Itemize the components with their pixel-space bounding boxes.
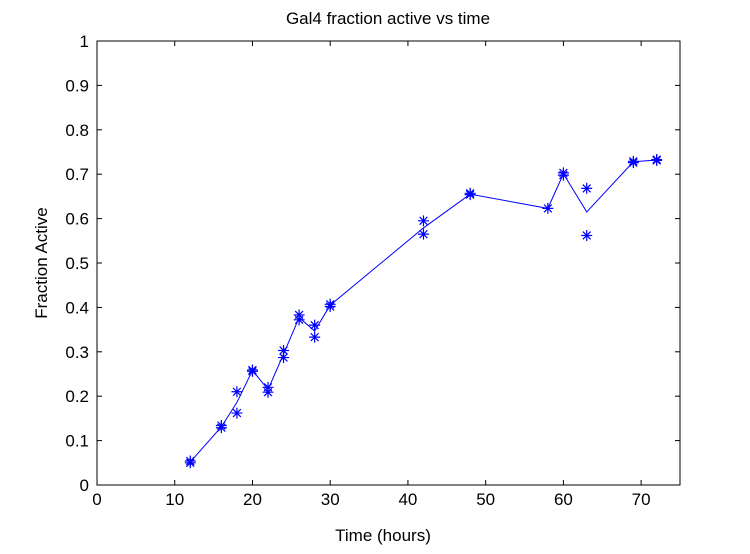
- data-point-marker: [542, 202, 554, 214]
- data-point-marker: [184, 455, 196, 467]
- data-point-marker: [278, 344, 290, 356]
- x-tick-label: 20: [243, 490, 262, 509]
- x-tick-label: 0: [92, 490, 101, 509]
- data-point-marker: [309, 319, 321, 331]
- data-point-marker: [231, 407, 243, 419]
- chart-title: Gal4 fraction active vs time: [286, 9, 490, 28]
- y-tick-label: 0.3: [65, 343, 89, 362]
- y-tick-label: 0.7: [65, 165, 89, 184]
- data-point-marker: [293, 309, 305, 321]
- data-point-marker: [557, 167, 569, 179]
- series-line: [189, 159, 657, 463]
- x-axis-ticks: 0 10 20 30 40 50 60 70: [92, 41, 651, 509]
- y-tick-label: 0.5: [65, 254, 89, 273]
- data-point-marker: [215, 420, 227, 432]
- data-point-marker: [464, 187, 476, 199]
- x-tick-label: 30: [321, 490, 340, 509]
- plot-area: [96, 40, 681, 486]
- data-point-marker: [309, 331, 321, 343]
- x-tick-label: 70: [632, 490, 651, 509]
- data-point-marker: [651, 154, 663, 166]
- data-point-marker: [417, 215, 429, 227]
- data-point-marker: [231, 386, 243, 398]
- y-tick-label: 0.8: [65, 121, 89, 140]
- y-tick-label: 0.4: [65, 298, 89, 317]
- y-axis-label: Fraction Active: [32, 207, 51, 319]
- data-point-marker: [324, 298, 336, 310]
- y-tick-label: 0: [80, 476, 89, 495]
- y-tick-label: 0.1: [65, 432, 89, 451]
- y-tick-label: 0.6: [65, 210, 89, 229]
- data-point-marker: [278, 352, 290, 364]
- data-series: [184, 154, 663, 469]
- y-tick-label: 0.2: [65, 387, 89, 406]
- x-axis-label: Time (hours): [335, 526, 431, 545]
- y-axis-ticks: 0 0.1 0.2 0.3 0.4 0.5 0.6 0.7 0.8 0.9 1: [65, 32, 680, 495]
- data-point-marker: [581, 229, 593, 241]
- x-tick-label: 10: [165, 490, 184, 509]
- y-tick-label: 1: [80, 32, 89, 51]
- x-tick-label: 50: [476, 490, 495, 509]
- data-point-marker: [246, 364, 258, 376]
- x-tick-label: 60: [554, 490, 573, 509]
- data-point-marker: [262, 381, 274, 393]
- y-tick-label: 0.9: [65, 76, 89, 95]
- data-point-marker: [417, 228, 429, 240]
- x-tick-label: 40: [398, 490, 417, 509]
- data-point-marker: [627, 155, 639, 167]
- data-point-marker: [581, 182, 593, 194]
